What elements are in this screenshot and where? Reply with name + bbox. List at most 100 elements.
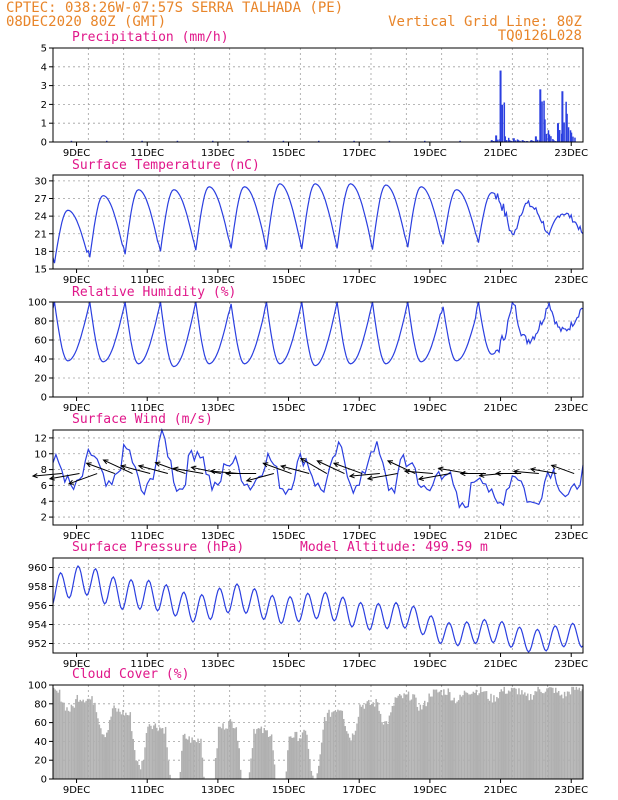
- cloud-cover-bar: [101, 734, 104, 779]
- cloud-cover-bar: [396, 697, 398, 779]
- cloud-cover-bar: [384, 721, 386, 779]
- wind-vector-head: [172, 466, 179, 472]
- y-tick-label: 958: [28, 582, 47, 593]
- cloud-cover-bar: [356, 723, 358, 779]
- wind-vector-head: [550, 464, 557, 470]
- cloud-cover-bar: [323, 717, 326, 779]
- cloud-cover-bar: [79, 699, 81, 779]
- cloud-cover-bar: [447, 688, 450, 779]
- cloud-cover-bar: [530, 694, 532, 779]
- wind-vector-head: [209, 468, 216, 475]
- y-tick-label: 80: [34, 699, 47, 710]
- cloud-cover-bar: [251, 748, 254, 779]
- cloud-cover-bar: [343, 718, 345, 779]
- header-line1-right: Vertical Grid Line: 80Z: [388, 14, 582, 30]
- cloud-cover-bar: [122, 709, 124, 779]
- cloud-cover-bar: [482, 691, 485, 779]
- cloud-cover-bar: [95, 712, 98, 779]
- cloud-cover-bar: [378, 710, 380, 779]
- cloud-cover-bar: [73, 707, 76, 779]
- x-tick-label: 21DEC: [484, 659, 518, 670]
- wind-vector-arrow: [403, 468, 433, 475]
- cloud-cover-bar: [239, 769, 242, 779]
- cloud-cover-bar: [269, 736, 271, 779]
- plot-border: [52, 47, 584, 143]
- wind-vector-arrow: [280, 464, 310, 475]
- cloud-cover-bar: [217, 726, 220, 779]
- cloud-cover-bar: [449, 692, 451, 779]
- cloud-cover-bar: [532, 695, 535, 779]
- temperature-line: [52, 183, 584, 264]
- wind-vector-shaft: [138, 465, 168, 475]
- cloud-cover-bar: [133, 750, 136, 779]
- cloud-cover-bar: [497, 698, 500, 779]
- cloud-cover-bar: [513, 687, 516, 779]
- wind-vector-shaft: [281, 465, 310, 475]
- cloud-cover-bar: [456, 701, 458, 779]
- cloud-cover-bar: [493, 695, 495, 779]
- x-tick-label: 9DEC: [63, 659, 90, 670]
- cloud-cover-bar: [150, 725, 152, 779]
- cloud-cover-bar: [334, 710, 336, 779]
- cloud-cover-bar: [295, 731, 298, 779]
- cloud-cover-bar: [350, 740, 352, 779]
- cloud-cover-bar: [194, 740, 196, 779]
- wind-vector-head: [417, 475, 424, 481]
- y-tick-label: 1: [41, 119, 47, 130]
- x-tick-label: 15DEC: [272, 148, 306, 159]
- x-tick-label: 11DEC: [130, 785, 164, 796]
- cloud-cover-bar: [131, 731, 133, 779]
- cloud-cover-bar: [413, 694, 416, 779]
- wind-vector-arrow: [366, 473, 398, 481]
- cloud-cover-bar: [477, 695, 479, 779]
- cloud-cover-bar: [481, 691, 483, 779]
- x-tick-label: 9DEC: [63, 403, 90, 414]
- y-tick-label: 952: [28, 639, 47, 650]
- cloud-cover-bar: [318, 765, 320, 779]
- y-tick-label: 15: [34, 265, 47, 276]
- wind-vector-head: [67, 479, 75, 485]
- cloud-cover-bar: [368, 699, 370, 779]
- cloud-cover-bar: [538, 689, 541, 779]
- cloud-cover-bar: [553, 692, 556, 779]
- cloud-cover-bar: [535, 691, 538, 779]
- cloud-cover-bar: [369, 704, 371, 779]
- wind-vector-arrow: [120, 464, 151, 475]
- wind-vector-arrow: [225, 470, 257, 477]
- cloud-cover-bar: [197, 738, 199, 779]
- cloud-cover-bar: [543, 693, 545, 779]
- y-tick-label: 20: [34, 374, 47, 385]
- pressure-plot: 952 954 956 958 960 9DEC 11DEC 13DEC 15DEC 17DEC 1…: [28, 557, 588, 670]
- cloud-cover-bar: [297, 740, 299, 779]
- plot-border: [52, 684, 584, 780]
- cloud-cover-bar: [107, 730, 109, 779]
- wind-vector-shaft: [263, 462, 292, 475]
- precipitation-bar: [492, 140, 495, 142]
- cloud-cover-bar: [188, 736, 190, 779]
- x-tick-label: 23DEC: [554, 531, 588, 542]
- wind-vector-shaft: [418, 473, 451, 480]
- cloud-cover-bar: [412, 694, 414, 779]
- x-tick-label: 13DEC: [201, 659, 235, 670]
- cloud-cover-bar: [376, 702, 379, 779]
- cloud-cover-bar: [563, 691, 566, 779]
- wind-vector-head: [529, 467, 536, 473]
- cloud-cover-bar: [114, 708, 117, 779]
- precipitation-plot: 0 1 2 3 4 5 9DEC 11DEC 13DEC 15DEC 17DEC 19DEC 21DEC…: [41, 44, 588, 160]
- cloud-cover-bar: [192, 740, 195, 779]
- cloud-cover-bar: [80, 701, 83, 779]
- cloud-cover-bar: [475, 689, 477, 779]
- cloud-cover-bar: [322, 729, 324, 779]
- cloud-cover-bar: [67, 710, 70, 779]
- y-tick-label: 8: [41, 465, 47, 476]
- cloud-cover-bar: [572, 686, 575, 779]
- precipitation-title: Precipitation (mm/h): [72, 30, 229, 45]
- wind-vector-arrow: [529, 467, 557, 475]
- precipitation-bar: [570, 132, 573, 142]
- cloud-cover-bar: [397, 695, 399, 779]
- cloud-cover-bar: [259, 728, 261, 779]
- precipitation-bar: [536, 139, 539, 142]
- cloud-cover-bar: [521, 690, 523, 779]
- cloud-cover-bar: [363, 708, 366, 779]
- cloud-cover-bar: [98, 724, 101, 779]
